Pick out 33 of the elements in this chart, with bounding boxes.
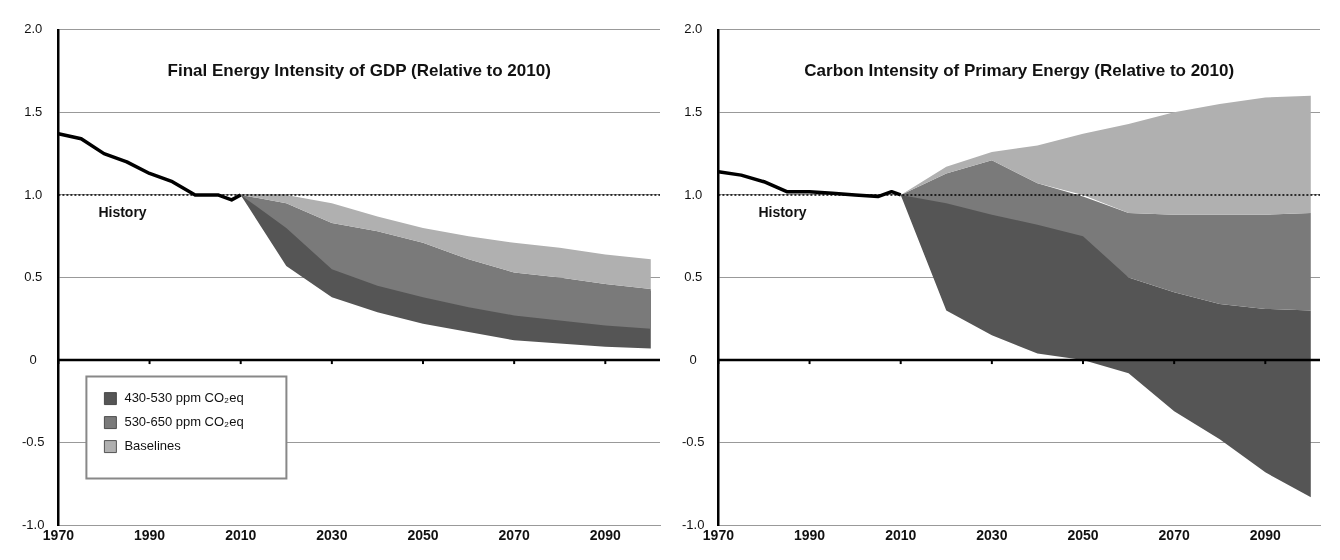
legend-label: 530-650 ppm CO₂eq [124, 414, 244, 430]
text: Carbon Intensity of Primary Energy (Relative to 2010) [804, 60, 1235, 80]
y-tick-label: 0 [689, 351, 697, 367]
x-tick-label: 2070 [498, 527, 530, 544]
x-tick-label: 1990 [133, 527, 166, 544]
y-tick-label: 0.5 [24, 269, 43, 285]
y-tick-label: -1.0 [682, 516, 705, 532]
legend-label: 430-530 ppm CO₂eq [124, 390, 244, 406]
y-tick-label: 1.5 [24, 103, 43, 119]
annotation: History [98, 203, 147, 220]
text: Final Energy Intensity of GDP (Relative to 2010) [167, 60, 551, 80]
x-tick-label: 2050 [407, 527, 439, 544]
x-tick-label: 2070 [1158, 527, 1190, 544]
x-tick-label: 2090 [589, 527, 622, 544]
y-tick-label: 0 [29, 351, 37, 367]
x-tick-label: 2010 [885, 527, 917, 544]
y-tick-label: 1.5 [684, 103, 703, 119]
y-tick-label: -0.5 [22, 434, 45, 450]
annotation: History [758, 203, 807, 220]
x-tick-label: 2050 [1067, 527, 1099, 544]
y-tick-label: 0.5 [684, 269, 703, 285]
y-tick-label: 2.0 [24, 21, 43, 37]
y-tick-label: 2.0 [684, 21, 703, 37]
x-tick-label: 2030 [976, 527, 1008, 544]
x-tick-label: 2090 [1249, 527, 1282, 544]
y-tick-label: 1.0 [684, 186, 703, 202]
x-tick-label: 2030 [316, 527, 348, 544]
x-tick-label: 1990 [793, 527, 826, 544]
y-tick-label: -0.5 [682, 434, 705, 450]
y-tick-label: 1.0 [24, 186, 43, 202]
x-tick-label: 2010 [225, 527, 257, 544]
legend-label: Baselines [124, 438, 182, 454]
y-tick-label: -1.0 [22, 516, 45, 532]
